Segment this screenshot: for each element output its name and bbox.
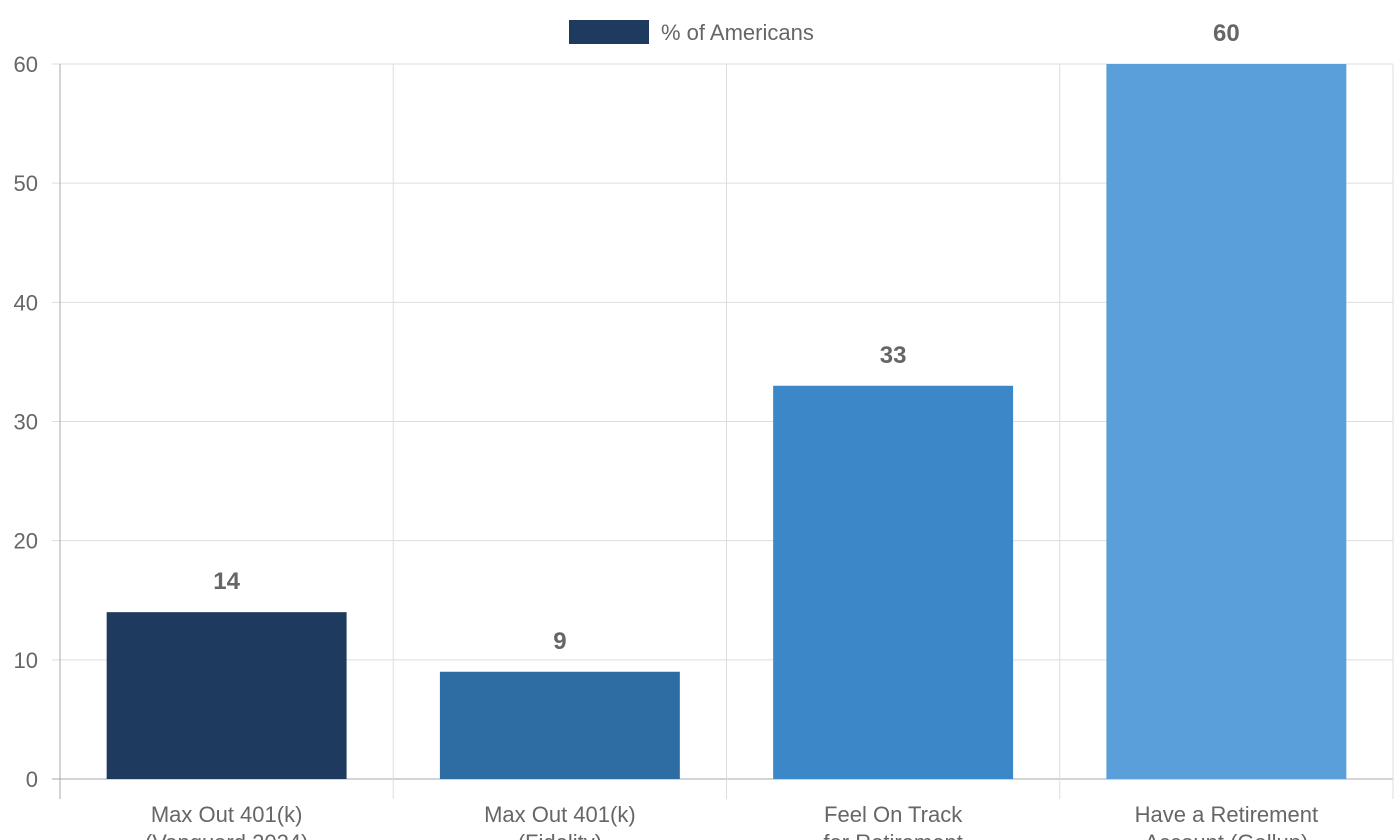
y-tick-label: 30: [14, 410, 38, 435]
bar: [439, 671, 680, 779]
data-label: 9: [553, 628, 566, 655]
x-tick-label: Max Out 401(k): [151, 802, 303, 827]
y-tick-label: 60: [14, 52, 38, 77]
bar: [1106, 64, 1347, 779]
x-tick-label: Have a Retirement: [1135, 802, 1318, 827]
x-tick-label: (Fidelity): [518, 830, 602, 840]
bar: [773, 385, 1014, 779]
data-label: 33: [880, 342, 907, 369]
x-tick-label: Max Out 401(k): [484, 802, 636, 827]
bar: [106, 612, 347, 779]
y-tick-label: 20: [14, 529, 38, 554]
x-tick-label: (Vanguard 2024): [145, 830, 309, 840]
y-tick-label: 10: [14, 648, 38, 673]
data-label: 14: [213, 568, 240, 595]
x-tick-label: Account (Gallup): [1144, 830, 1308, 840]
y-tick-label: 40: [14, 290, 38, 315]
x-tick-label: Feel On Track: [824, 802, 963, 827]
legend-swatch: [569, 20, 649, 44]
x-tick-label: for Retirement: [823, 830, 962, 840]
data-label: 60: [1213, 20, 1240, 47]
y-tick-label: 0: [26, 767, 38, 792]
legend-label: % of Americans: [661, 20, 814, 45]
y-tick-label: 50: [14, 171, 38, 196]
